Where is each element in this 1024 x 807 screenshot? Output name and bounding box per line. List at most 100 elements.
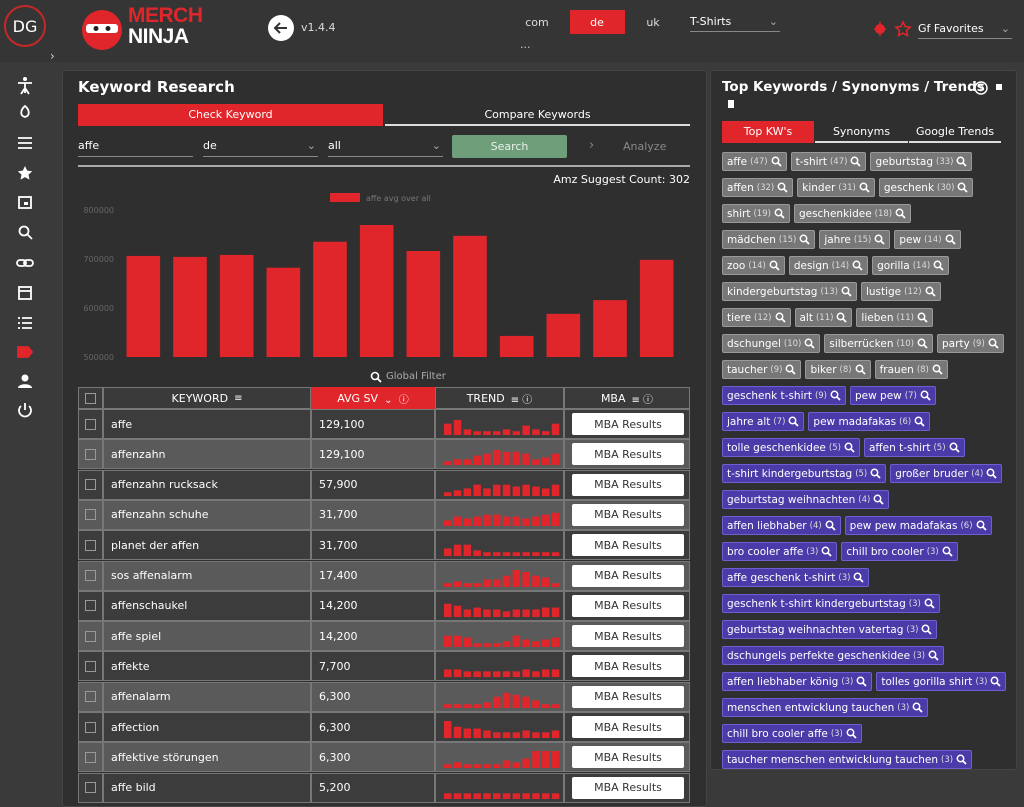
keyword-chip[interactable]: großer bruder (4)	[890, 464, 1003, 483]
nav-links[interactable]	[16, 259, 34, 267]
keyword-chip[interactable]: pew pew madafakas (6)	[844, 516, 992, 535]
row-checkbox[interactable]	[85, 782, 96, 794]
chip-search-icon[interactable]	[911, 416, 925, 427]
keyword-chip[interactable]: t-shirt (47)	[790, 152, 867, 171]
chip-search-icon[interactable]	[853, 676, 868, 687]
keyword-chip[interactable]: chill bro cooler affe (3)	[722, 724, 862, 743]
mba-button[interactable]: MBA Results	[572, 655, 684, 678]
nav-events[interactable]	[18, 286, 32, 300]
chip-search-icon[interactable]	[953, 754, 967, 765]
chip-search-icon[interactable]	[909, 702, 923, 713]
row-checkbox[interactable]	[85, 539, 96, 551]
title-icons[interactable]: ?	[973, 80, 1007, 96]
chip-search-icon[interactable]	[847, 156, 862, 167]
keyword-chip[interactable]: pew (14)	[894, 230, 961, 249]
keyword-chip[interactable]: dschungels perfekte geschenkidee (3)	[722, 646, 945, 665]
mba-button[interactable]: MBA Results	[572, 716, 684, 738]
market-tab[interactable]: com	[525, 16, 549, 29]
keyword-chip[interactable]: kinder (31)	[797, 178, 875, 197]
tab-synonyms[interactable]: Synonyms	[815, 121, 908, 143]
chip-search-icon[interactable]	[827, 390, 841, 401]
keyword-chip[interactable]: geschenkidee (18)	[793, 204, 912, 223]
row-checkbox[interactable]	[85, 660, 96, 672]
chip-search-icon[interactable]	[801, 338, 816, 349]
chip-search-icon[interactable]	[796, 234, 810, 245]
header-icons[interactable]	[872, 20, 912, 38]
nav-calendar[interactable]	[18, 196, 32, 209]
global-filter[interactable]: Global Filter	[386, 371, 446, 382]
checkbox-cell[interactable]	[78, 439, 103, 470]
chip-search-icon[interactable]	[942, 234, 956, 245]
more-markets[interactable]: ...	[520, 38, 531, 51]
chip-search-icon[interactable]	[954, 182, 969, 193]
keyword-input[interactable]: affe	[78, 139, 193, 157]
keyword-chip[interactable]: pew pew (7)	[850, 386, 936, 405]
chip-search-icon[interactable]	[929, 364, 943, 375]
expand-arrow[interactable]: ›	[50, 49, 55, 63]
row-checkbox[interactable]	[85, 448, 96, 460]
chip-search-icon[interactable]	[946, 442, 960, 453]
chip-search-icon[interactable]	[953, 156, 968, 167]
row-checkbox[interactable]	[85, 509, 96, 521]
market-tab[interactable]: uk	[646, 16, 660, 29]
keyword-chip[interactable]: zoo (14)	[722, 256, 785, 275]
keyword-chip[interactable]: affen liebhaber könig (3)	[722, 672, 873, 691]
keyword-chip[interactable]: geburtstag weihnachten (4)	[722, 490, 890, 509]
chip-search-icon[interactable]	[922, 286, 936, 297]
chip-search-icon[interactable]	[766, 260, 780, 271]
chip-search-icon[interactable]	[867, 468, 881, 479]
chip-search-icon[interactable]	[914, 312, 928, 323]
chip-search-icon[interactable]	[768, 156, 782, 167]
keyword-chip[interactable]: party (9)	[936, 334, 1004, 353]
mba-button[interactable]: MBA Results	[572, 776, 684, 799]
chip-search-icon[interactable]	[841, 442, 855, 453]
back-button[interactable]	[267, 14, 295, 42]
header-cell[interactable]: MBA ≡ ⓘ	[564, 387, 690, 409]
nav-search[interactable]	[18, 225, 33, 240]
chip-search-icon[interactable]	[892, 208, 906, 219]
keyword-chip[interactable]: design (14)	[788, 256, 869, 275]
checkbox-cell[interactable]	[78, 469, 103, 500]
chip-search-icon[interactable]	[983, 468, 997, 479]
checkbox-cell[interactable]	[78, 712, 103, 742]
keyword-chip[interactable]: geschenk t-shirt (9)	[722, 386, 846, 405]
mba-button[interactable]: MBA Results	[572, 413, 684, 435]
chip-search-icon[interactable]	[921, 598, 935, 609]
keyword-chip[interactable]: pew madafakas (6)	[808, 412, 931, 431]
checkbox-cell[interactable]	[78, 530, 103, 561]
market-tab[interactable]: de	[590, 16, 604, 29]
keyword-chip[interactable]: gorilla (14)	[872, 256, 950, 275]
chip-search-icon[interactable]	[852, 364, 866, 375]
marketplace-select[interactable]: de ⌄	[203, 139, 318, 157]
checkbox-cell[interactable]	[78, 742, 103, 773]
keyword-chip[interactable]: taucher menschen entwicklung tauchen (3)	[722, 750, 973, 769]
chip-search-icon[interactable]	[914, 338, 928, 349]
row-checkbox[interactable]	[85, 721, 96, 733]
mba-button[interactable]: MBA Results	[572, 594, 684, 617]
keyword-chip[interactable]: tiere (12)	[722, 308, 791, 327]
chip-search-icon[interactable]	[850, 572, 865, 583]
keyword-chip[interactable]: lustige (12)	[860, 282, 941, 301]
keyword-chip[interactable]: chill bro cooler (3)	[841, 542, 958, 561]
keyword-chip[interactable]: affen (32)	[722, 178, 794, 197]
nav-lists[interactable]	[18, 317, 32, 329]
keyword-chip[interactable]: frauen (8)	[874, 360, 948, 379]
keyword-chip[interactable]: silberrücken (10)	[824, 334, 933, 353]
tab-compare[interactable]: Compare Keywords	[385, 104, 690, 126]
header-cell[interactable]: AVG SV ⌄ ⓘ	[311, 387, 435, 409]
chip-search-icon[interactable]	[973, 520, 987, 531]
chip-search-icon[interactable]	[856, 182, 870, 193]
chip-search-icon[interactable]	[785, 416, 800, 427]
nav-tags[interactable]	[17, 346, 34, 358]
keyword-chip[interactable]: taucher (9)	[722, 360, 802, 379]
chip-search-icon[interactable]	[782, 364, 797, 375]
chip-search-icon[interactable]	[843, 728, 857, 739]
keyword-chip[interactable]: geschenk (30)	[878, 178, 974, 197]
checkbox-cell[interactable]	[78, 590, 103, 621]
nav-favorites[interactable]	[17, 166, 33, 180]
chip-search-icon[interactable]	[818, 546, 832, 557]
keyword-chip[interactable]: tolles gorilla shirt (3)	[876, 672, 1007, 691]
chip-search-icon[interactable]	[772, 312, 786, 323]
checkbox-cell[interactable]	[78, 499, 103, 530]
chip-search-icon[interactable]	[917, 390, 931, 401]
